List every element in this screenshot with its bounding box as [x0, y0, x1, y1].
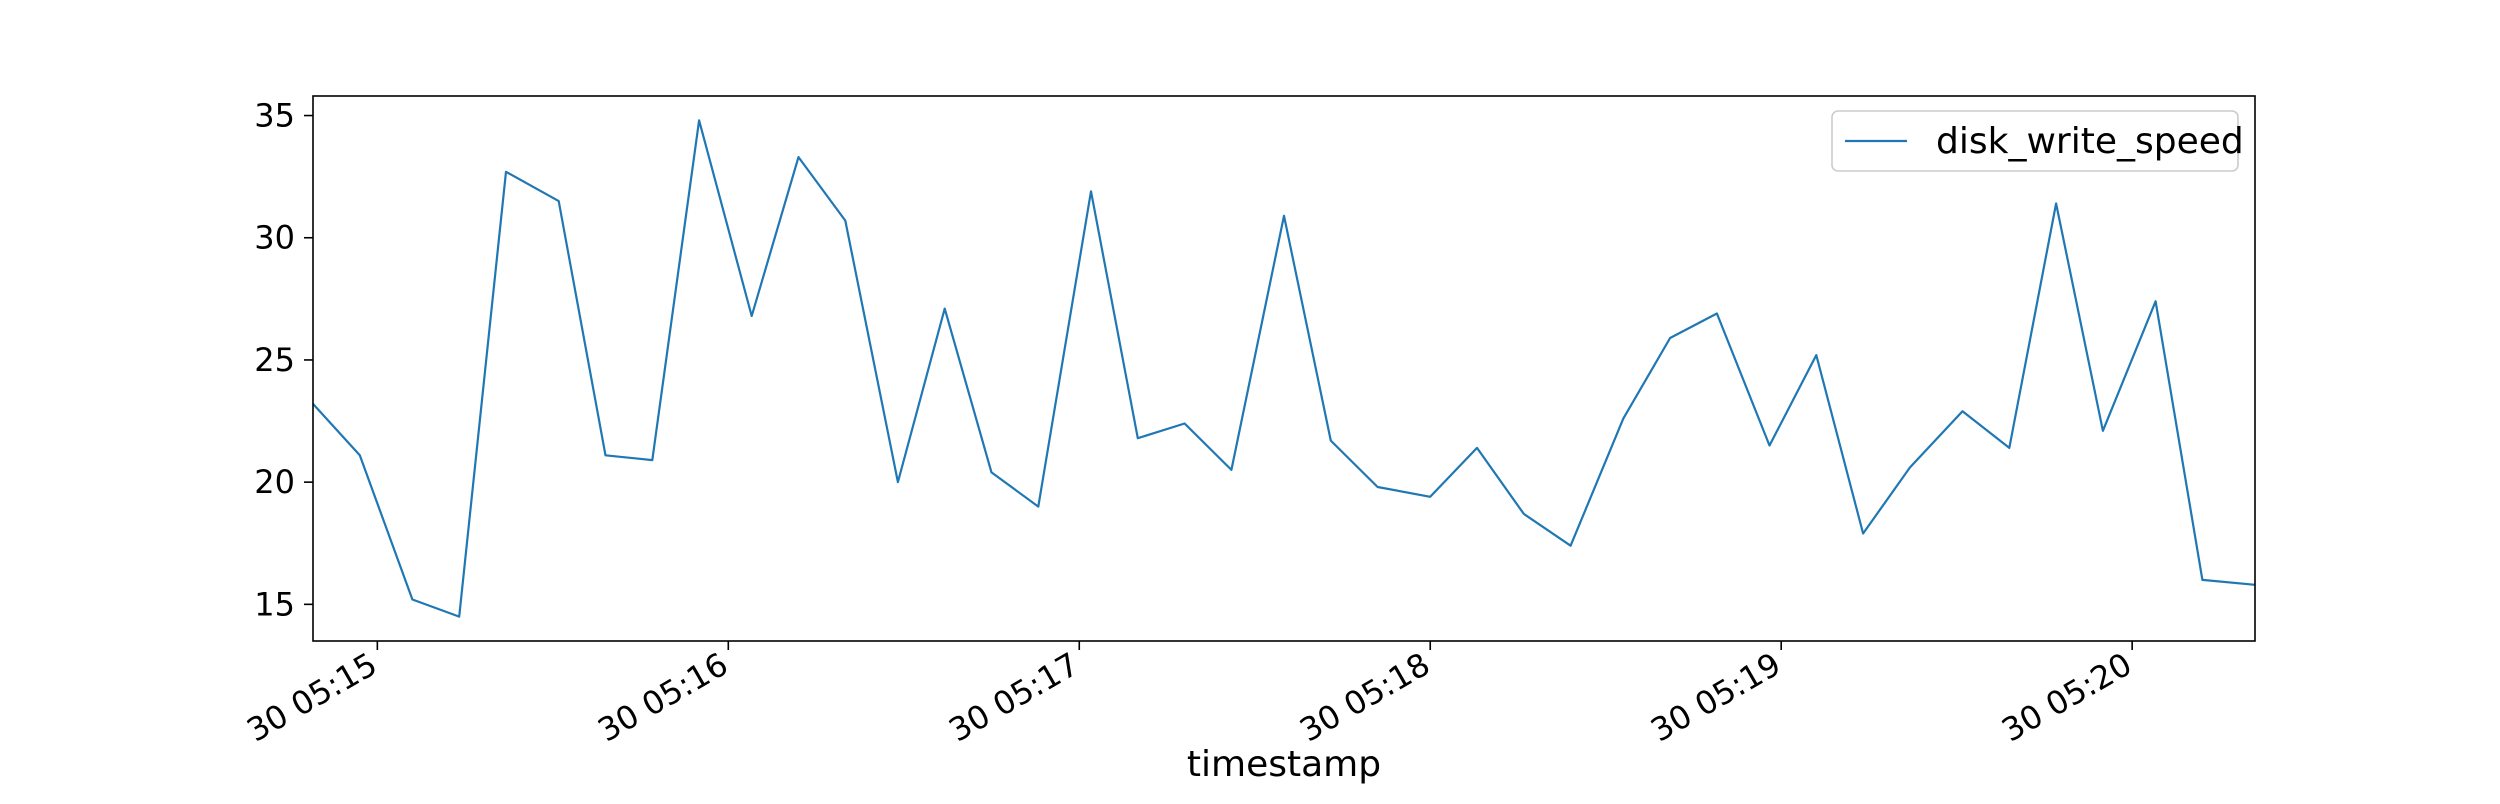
data-point: [1862, 532, 1864, 534]
x-tick-label: 30 05:17: [942, 645, 1085, 749]
data-point: [505, 171, 507, 173]
data-point: [1376, 486, 1378, 488]
x-tick-label: 30 05:18: [1293, 645, 1436, 749]
data-point: [1669, 337, 1671, 339]
data-point: [1330, 439, 1332, 441]
legend-label: disk_write_speed: [1936, 121, 2244, 162]
data-point: [990, 471, 992, 473]
data-point: [2055, 202, 2057, 204]
data-point: [458, 615, 460, 617]
data-point: [2154, 300, 2156, 302]
y-tick-label: 25: [254, 341, 295, 379]
x-tick-label: 30 05:15: [240, 645, 383, 749]
data-point: [604, 454, 606, 456]
data-point: [897, 481, 899, 483]
y-tick-label: 15: [254, 585, 295, 623]
x-axis-label: timestamp: [1187, 744, 1381, 785]
data-point: [844, 219, 846, 221]
data-point: [1569, 545, 1571, 547]
data-point: [411, 598, 413, 600]
data-point: [651, 459, 653, 461]
data-point: [1429, 496, 1431, 498]
data-point: [751, 315, 753, 317]
y-axis-ticks: 15 20 25 30 35: [254, 97, 313, 623]
data-point: [1476, 447, 1478, 449]
plot-frame: [312, 95, 2256, 642]
data-point: [1230, 469, 1232, 471]
data-point: [558, 200, 560, 202]
series-line: [312, 119, 2256, 618]
data-point: [1137, 437, 1139, 439]
data-point: [2102, 430, 2104, 432]
x-axis-ticks: 30 05:15 30 05:16 30 05:17 30 05:18 30 05:19…: [240, 641, 2138, 749]
y-tick-label: 30: [254, 219, 295, 257]
data-point: [1815, 354, 1817, 356]
data-point: [1961, 410, 1963, 412]
series-layer: [312, 119, 2256, 618]
data-point: [1622, 417, 1624, 419]
y-tick-label: 20: [254, 463, 295, 501]
legend-box: [1831, 110, 2239, 172]
data-point: [359, 454, 361, 456]
data-point: [1090, 190, 1092, 192]
data-point: [1523, 513, 1525, 515]
data-point: [2201, 579, 2203, 581]
data-point: [797, 156, 799, 158]
x-tick-label: 30 05:16: [591, 645, 734, 749]
data-point: [1183, 422, 1185, 424]
x-tick-label: 30 05:19: [1644, 645, 1787, 749]
data-point: [1037, 505, 1039, 507]
x-tick-label: 30 05:20: [1995, 645, 2138, 749]
legend: disk_write_speed: [1831, 110, 2244, 172]
data-point: [1909, 466, 1911, 468]
data-point: [698, 119, 700, 121]
data-point: [2008, 447, 2010, 449]
data-point: [944, 307, 946, 309]
data-point: [1768, 444, 1770, 446]
y-tick-label: 35: [254, 97, 295, 135]
data-point: [1716, 312, 1718, 314]
data-point: [1283, 215, 1285, 217]
